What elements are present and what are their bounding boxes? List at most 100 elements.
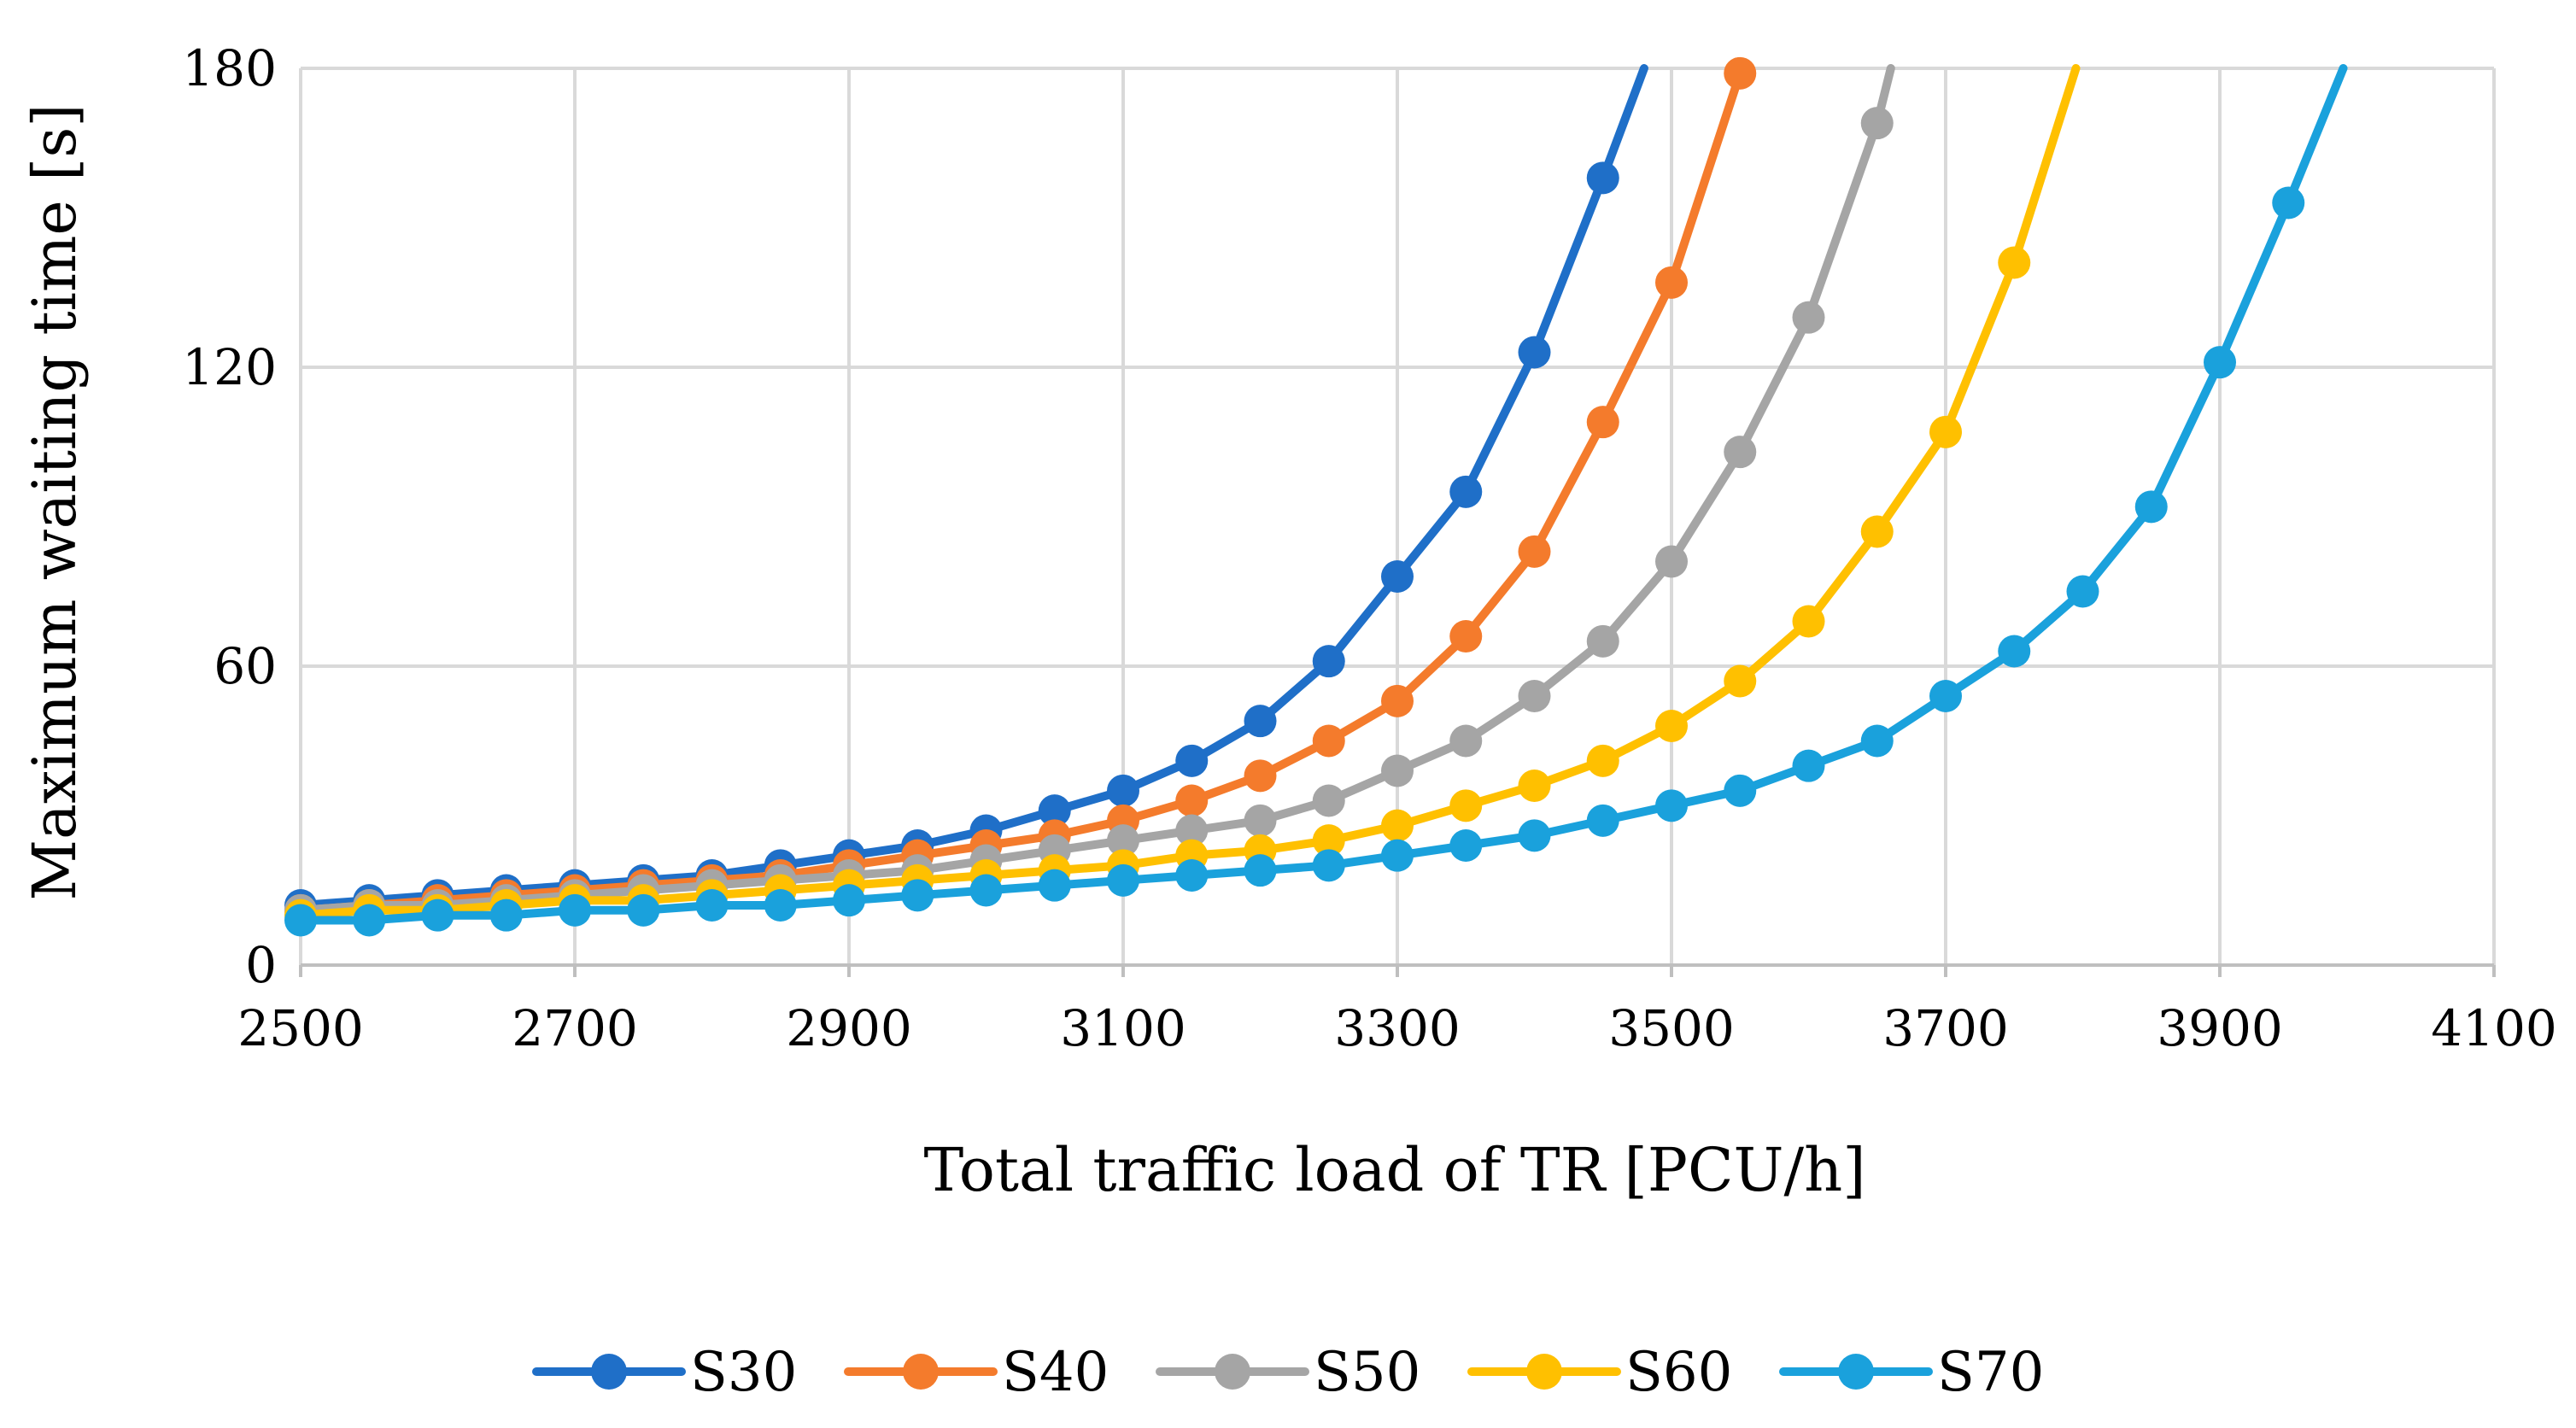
data-point-s40 (1381, 684, 1414, 717)
data-point-s70 (2066, 575, 2099, 608)
legend-marker-s30 (591, 1354, 627, 1390)
data-point-s40 (1312, 724, 1345, 758)
data-point-s40 (1655, 266, 1688, 299)
series-line-s40 (296, 68, 1745, 915)
data-point-s50 (1381, 754, 1414, 787)
data-point-s70 (627, 893, 660, 927)
data-point-s70 (1998, 635, 2031, 668)
y-tick-label: 180 (182, 39, 277, 97)
data-point-s70 (2272, 186, 2305, 219)
legend-label-s60: S60 (1625, 1341, 1732, 1404)
x-tick-label: 2900 (786, 999, 912, 1057)
x-tick-label: 4100 (2431, 999, 2557, 1057)
x-tick-label: 3500 (1608, 999, 1735, 1057)
data-point-s30 (1038, 794, 1071, 828)
data-point-s70 (969, 874, 1003, 907)
x-axis-title: Total traffic load of TR [PCU/h] (923, 1135, 1865, 1205)
y-tick-label: 120 (182, 338, 277, 396)
data-point-s70 (764, 889, 797, 922)
axes (299, 963, 2496, 977)
data-point-s50 (1655, 545, 1688, 578)
y-tick-label: 60 (214, 637, 277, 695)
legend-item-s30: S30 (532, 1341, 797, 1404)
data-point-s30 (1312, 645, 1345, 678)
x-tick-label: 3300 (1334, 999, 1461, 1057)
data-point-s40 (1175, 784, 1209, 817)
x-tick-label: 3100 (1060, 999, 1186, 1057)
y-tick-label: 0 (245, 936, 277, 994)
data-point-s70 (901, 879, 934, 912)
legend-marker-s40 (903, 1354, 939, 1390)
data-point-s70 (1175, 859, 1209, 892)
x-tick-labels: 2500 2700 2900 3100 3300 3500 3700 3900 4100 (237, 999, 2557, 1057)
data-point-s30 (1449, 475, 1483, 508)
data-point-s60 (1998, 246, 2031, 279)
legend-item-s40: S40 (844, 1341, 1109, 1404)
data-point-s40 (1449, 620, 1483, 653)
data-point-s50 (1518, 680, 1551, 712)
data-point-s30 (1107, 774, 1139, 807)
legend-item-s70: S70 (1779, 1341, 2044, 1404)
x-tick-label: 2500 (237, 999, 364, 1057)
data-point-s50 (1724, 436, 1757, 469)
data-point-s70 (1860, 724, 1894, 758)
data-point-s70 (1449, 829, 1483, 862)
legend-label-s30: S30 (690, 1341, 797, 1404)
data-point-s30 (1381, 560, 1414, 593)
data-point-s70 (1038, 869, 1071, 902)
legend-marker-s50 (1215, 1354, 1250, 1390)
x-tick-label: 3900 (2157, 999, 2283, 1057)
data-point-s70 (1929, 680, 1962, 712)
data-point-s70 (1381, 839, 1414, 872)
data-point-s50 (1860, 107, 1894, 140)
data-point-s70 (1312, 849, 1345, 882)
data-point-s60 (1655, 710, 1688, 742)
data-point-s70 (1792, 749, 1825, 782)
data-point-s50 (1107, 824, 1139, 857)
data-point-s70 (421, 898, 454, 932)
data-point-s60 (1312, 824, 1345, 857)
legend-item-s60: S60 (1467, 1341, 1732, 1404)
x-tick-label: 3700 (1882, 999, 2009, 1057)
data-point-s60 (1586, 744, 1619, 777)
data-point-s70 (1244, 854, 1277, 887)
data-point-s30 (1518, 336, 1551, 369)
data-point-s70 (559, 893, 591, 927)
legend-marker-s60 (1526, 1354, 1562, 1390)
legend-label-s70: S70 (1937, 1341, 2044, 1404)
legend-label-s50: S50 (1314, 1341, 1420, 1404)
data-point-s40 (1518, 535, 1551, 568)
series-group (284, 56, 2348, 937)
data-point-s70 (353, 904, 386, 937)
legend-item-s50: S50 (1156, 1341, 1420, 1404)
data-point-s30 (1244, 705, 1277, 738)
data-point-s50 (1312, 784, 1345, 817)
series-s70 (284, 64, 2348, 937)
data-point-s70 (695, 889, 729, 922)
data-point-s60 (1518, 770, 1551, 802)
data-point-s70 (1586, 804, 1619, 837)
data-point-s70 (1724, 774, 1757, 807)
data-point-s50 (1449, 724, 1483, 758)
data-point-s30 (1175, 744, 1209, 777)
data-point-s70 (284, 904, 317, 937)
data-point-s40 (1724, 56, 1757, 90)
data-point-s60 (1381, 809, 1414, 842)
x-tick-label: 2700 (512, 999, 638, 1057)
data-point-s30 (1586, 161, 1619, 195)
data-point-s70 (1107, 863, 1139, 897)
legend-label-s40: S40 (1002, 1341, 1109, 1404)
y-tick-labels: 0 60 120 180 (182, 39, 277, 994)
data-point-s40 (1586, 406, 1619, 439)
data-point-s70 (2204, 346, 2236, 379)
data-point-s70 (489, 898, 523, 932)
data-point-s60 (1449, 789, 1483, 822)
data-point-s50 (1792, 301, 1825, 334)
data-point-s60 (1929, 415, 1962, 448)
legend: S30 S40 S50 S60 S70 (532, 1341, 2044, 1404)
data-point-s70 (1518, 819, 1551, 852)
data-point-s70 (1655, 789, 1688, 822)
legend-marker-s70 (1838, 1354, 1874, 1390)
